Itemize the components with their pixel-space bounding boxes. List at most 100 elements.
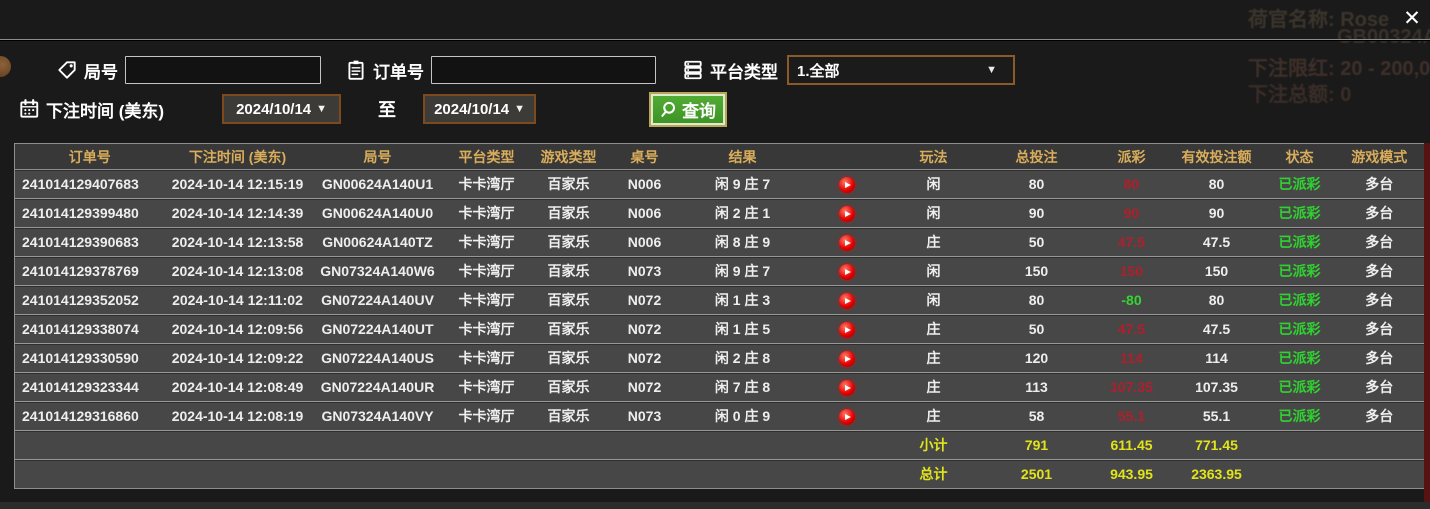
cell-game-type: 百家乐 [528,314,609,344]
col-order-id: 订单号 [14,143,165,170]
date-from-picker[interactable]: 2024/10/14 ▼ [222,94,342,124]
subtotal-label: 小计 [888,430,979,460]
total-payout: 943.95 [1094,459,1169,489]
cell-round-id: GN07224A140UR [310,372,445,402]
table-row: 241014129378769 2024-10-14 12:13:08 GN07… [14,256,1425,286]
cell-order-id: 241014129399480 [14,198,165,228]
replay-button[interactable] [838,350,855,367]
cell-round-id: GN07324A140VY [310,401,445,431]
order-input[interactable] [431,56,656,84]
cell-game-type: 百家乐 [528,227,609,257]
cell-order-id: 241014129323344 [14,372,165,402]
cell-valid-bet: 47.5 [1168,314,1265,344]
cell-table-no: N072 [608,314,681,344]
cell-table-no: N072 [608,285,681,315]
table-row: 241014129407683 2024-10-14 12:15:19 GN00… [14,169,1425,199]
table-row: 241014129390683 2024-10-14 12:13:58 GN00… [14,227,1425,257]
table-row: 241014129330590 2024-10-14 12:09:22 GN07… [14,343,1425,373]
replay-button[interactable] [838,176,855,193]
cell-replay [804,372,889,402]
cell-status: 已派彩 [1264,285,1335,315]
play-icon [844,181,851,188]
cell-bet-time: 2024-10-14 12:13:08 [164,256,311,286]
cell-platform: 卡卡湾厅 [444,372,529,402]
replay-button[interactable] [838,263,855,280]
table-row: 241014129338074 2024-10-14 12:09:56 GN07… [14,314,1425,344]
cell-table-no: N006 [608,169,681,199]
cell-replay [804,227,889,257]
replay-button[interactable] [838,321,855,338]
table-summary: 小计 791 611.45 771.45 总计 2501 943.95 2363… [14,430,1425,489]
replay-button[interactable] [838,292,855,309]
cell-bet-time: 2024-10-14 12:08:49 [164,372,311,402]
replay-button[interactable] [838,234,855,251]
cell-result: 闲 1 庄 3 [680,285,805,315]
cell-payout: 55.1 [1094,401,1169,431]
table-header: 订单号 下注时间 (美东) 局号 平台类型 游戏类型 桌号 结果 玩法 总投注 … [14,143,1425,170]
col-game-mode: 游戏模式 [1334,143,1425,170]
play-icon [844,326,851,333]
cell-bet-time: 2024-10-14 12:09:22 [164,343,311,373]
cell-result: 闲 0 庄 9 [680,401,805,431]
cell-game-mode: 多台 [1334,343,1425,373]
cell-payout: 90 [1094,198,1169,228]
total-label: 总计 [888,459,979,489]
cell-order-id: 241014129330590 [14,343,165,373]
replay-button[interactable] [838,205,855,222]
cell-status: 已派彩 [1264,372,1335,402]
cell-table-no: N073 [608,256,681,286]
play-icon [844,413,851,420]
ghost-dealer-name: 荷官名称: Rose [1248,9,1390,31]
cell-platform: 卡卡湾厅 [444,401,529,431]
cell-order-id: 241014129378769 [14,256,165,286]
cell-play: 庄 [888,314,979,344]
cell-play: 闲 [888,198,979,228]
replay-button[interactable] [838,408,855,425]
total-bet: 2501 [978,459,1095,489]
cell-status: 已派彩 [1264,227,1335,257]
cell-status: 已派彩 [1264,401,1335,431]
cell-game-mode: 多台 [1334,314,1425,344]
cell-replay [804,198,889,228]
cell-valid-bet: 80 [1168,285,1265,315]
date-to-value: 2024/10/14 [434,100,510,118]
platform-select[interactable]: 1.全部 ▼ [787,55,1015,85]
cell-status: 已派彩 [1264,343,1335,373]
cell-play: 庄 [888,227,979,257]
cell-game-mode: 多台 [1334,198,1425,228]
cell-status: 已派彩 [1264,169,1335,199]
cell-valid-bet: 114 [1168,343,1265,373]
col-replay [804,143,889,170]
cell-round-id: GN07224A140UV [310,285,445,315]
cell-bet-total: 90 [978,198,1095,228]
topbar-divider [0,39,1430,40]
play-icon [844,210,851,217]
cell-play: 闲 [888,256,979,286]
round-input[interactable] [125,56,321,84]
filter-row-2: 下注时间 (美东) 2024/10/14 ▼ 至 2024/10/14 ▼ 查询 [0,91,1430,127]
vertical-scrollbar[interactable] [1424,143,1430,502]
cell-platform: 卡卡湾厅 [444,169,529,199]
date-to-picker[interactable]: 2024/10/14 ▼ [423,94,537,124]
cell-bet-time: 2024-10-14 12:15:19 [164,169,311,199]
cell-game-type: 百家乐 [528,169,609,199]
cell-game-mode: 多台 [1334,401,1425,431]
cell-bet-total: 80 [978,285,1095,315]
replay-button[interactable] [838,379,855,396]
cell-bet-total: 50 [978,227,1095,257]
close-button[interactable]: ✕ [1403,7,1421,30]
subtotal-valid: 771.45 [1168,430,1265,460]
cell-valid-bet: 80 [1168,169,1265,199]
subtotal-row: 小计 791 611.45 771.45 [14,430,1425,460]
cell-play: 闲 [888,169,979,199]
cell-round-id: GN00624A140U0 [310,198,445,228]
cell-replay [804,285,889,315]
cell-platform: 卡卡湾厅 [444,198,529,228]
col-table-no: 桌号 [608,143,681,170]
search-button[interactable]: 查询 [649,91,728,127]
bottom-strip [0,502,1430,509]
total-row: 总计 2501 943.95 2363.95 [14,459,1425,489]
cell-table-no: N006 [608,198,681,228]
col-payout: 派彩 [1094,143,1169,170]
calendar-icon [18,98,40,120]
